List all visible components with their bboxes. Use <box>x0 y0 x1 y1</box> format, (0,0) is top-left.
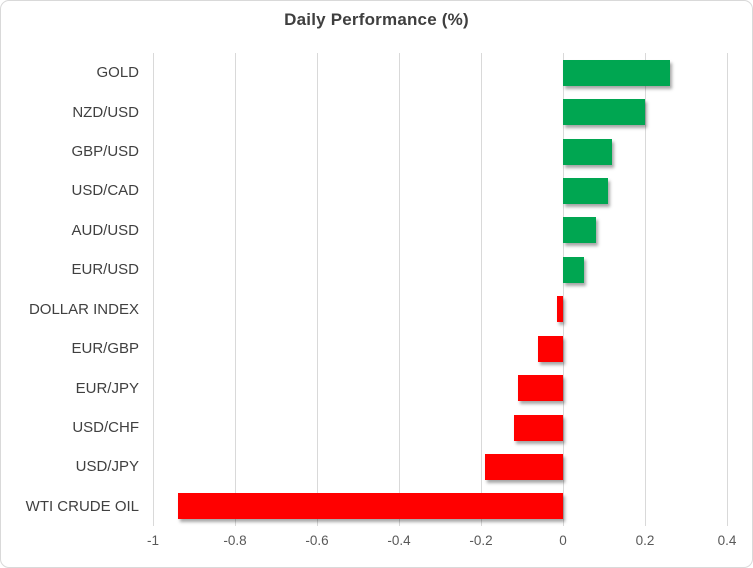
x-tick-label: -0.2 <box>469 533 493 548</box>
gridline <box>645 53 646 526</box>
bar-usd-chf <box>513 414 563 441</box>
x-tick-label: -1 <box>146 533 160 548</box>
category-label-aud-usd: AUD/USD <box>71 221 139 239</box>
gridline <box>727 53 728 526</box>
bar-dollar-index <box>556 296 563 323</box>
bar-row-wti-crude-oil <box>153 487 727 526</box>
category-label-eur-jpy: EUR/JPY <box>75 379 139 397</box>
x-tick-label: 0 <box>559 533 567 548</box>
x-tick-label: 0.2 <box>635 533 655 548</box>
bar-nzd-usd <box>563 99 645 126</box>
bar-row-usd-chf <box>153 408 727 447</box>
category-label-gold: GOLD <box>96 64 139 82</box>
gridline <box>317 53 318 526</box>
category-label-usd-cad: USD/CAD <box>71 182 139 200</box>
bar-aud-usd <box>563 217 596 244</box>
bar-eur-gbp <box>538 335 563 362</box>
gridline <box>235 53 236 526</box>
bar-row-usd-cad <box>153 171 727 210</box>
bar-row-nzd-usd <box>153 92 727 131</box>
category-label-gbp-usd: GBP/USD <box>71 143 139 161</box>
bar-rows <box>153 53 727 526</box>
x-tick-label: -0.8 <box>223 533 247 548</box>
bar-usd-jpy <box>485 453 563 480</box>
gridline <box>563 53 564 526</box>
gridline <box>153 53 154 526</box>
bar-row-gold <box>153 53 727 92</box>
bar-row-eur-gbp <box>153 329 727 368</box>
bar-wti-crude-oil <box>177 493 563 520</box>
bar-row-eur-jpy <box>153 368 727 407</box>
bar-row-gbp-usd <box>153 132 727 171</box>
category-label-eur-usd: EUR/USD <box>71 261 139 279</box>
category-label-wti-crude-oil: WTI CRUDE OIL <box>25 497 139 515</box>
bar-row-eur-usd <box>153 250 727 289</box>
bar-eur-jpy <box>517 375 563 402</box>
x-tick-label: -0.4 <box>387 533 411 548</box>
bar-gbp-usd <box>563 138 613 165</box>
category-label-nzd-usd: NZD/USD <box>72 103 139 121</box>
category-label-usd-chf: USD/CHF <box>72 419 139 436</box>
category-label-dollar-index: DOLLAR INDEX <box>28 300 139 318</box>
bar-row-dollar-index <box>153 290 727 329</box>
bar-usd-cad <box>563 177 609 204</box>
x-tick-label: -0.6 <box>305 533 329 548</box>
gridline <box>399 53 400 526</box>
x-tick-label: 0.4 <box>717 533 737 548</box>
chart-title: Daily Performance (%) <box>284 10 469 29</box>
bar-eur-usd <box>563 256 584 283</box>
plot-area <box>153 53 728 526</box>
category-axis: GOLD NZD/USD GBP/USD USD/CAD AUD/USD EUR/USD D… <box>1 53 139 526</box>
category-label-eur-gbp: EUR/GBP <box>71 340 139 358</box>
gridline <box>481 53 482 526</box>
category-label-usd-jpy: USD/JPY <box>75 458 139 476</box>
bar-row-usd-jpy <box>153 447 727 486</box>
bar-row-aud-usd <box>153 211 727 250</box>
bar-gold <box>563 59 670 86</box>
x-axis: -1 -0.8 -0.6 -0.4 -0.2 0 0.2 0.4 <box>147 533 736 553</box>
